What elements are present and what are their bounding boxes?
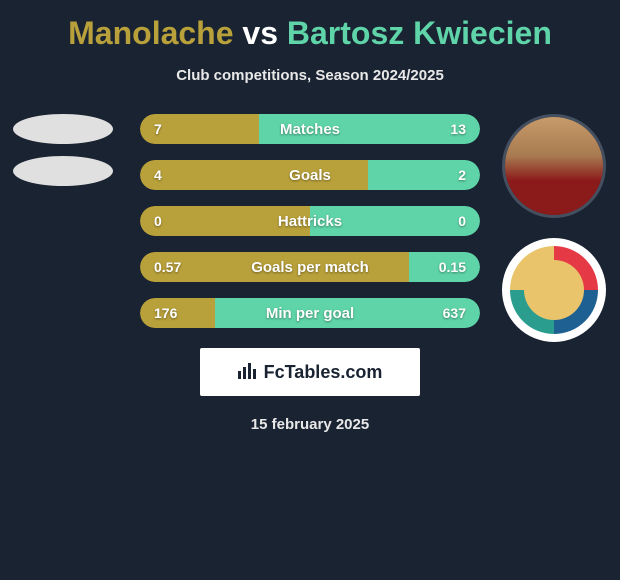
player1-placeholder-ellipse bbox=[13, 114, 113, 144]
team-logo-icon bbox=[510, 246, 598, 334]
player2-name: Bartosz Kwiecien bbox=[287, 15, 552, 51]
stat-row: 176637Min per goal bbox=[140, 298, 480, 328]
player2-team-logo bbox=[502, 238, 606, 342]
page-title: Manolache vs Bartosz Kwiecien bbox=[0, 15, 620, 52]
stat-row: 42Goals bbox=[140, 160, 480, 190]
bar-chart-icon bbox=[238, 361, 258, 384]
stat-label: Hattricks bbox=[140, 213, 480, 230]
lion-icon bbox=[524, 260, 584, 320]
player1-team-placeholder-ellipse bbox=[13, 156, 113, 186]
stat-label: Min per goal bbox=[140, 305, 480, 322]
stat-label: Matches bbox=[140, 121, 480, 138]
stats-rows: 713Matches 42Goals 00Hattricks 0.570.15Goal… bbox=[140, 114, 480, 328]
comparison-card: Manolache vs Bartosz Kwiecien Club compe… bbox=[0, 0, 620, 443]
subtitle: Club competitions, Season 2024/2025 bbox=[0, 67, 620, 84]
stat-row: 0.570.15Goals per match bbox=[140, 252, 480, 282]
brand-box[interactable]: FcTables.com bbox=[200, 348, 420, 396]
title-connector: vs bbox=[234, 15, 287, 51]
stat-label: Goals bbox=[140, 167, 480, 184]
date-text: 15 february 2025 bbox=[0, 416, 620, 433]
stat-row: 713Matches bbox=[140, 114, 480, 144]
brand-label: FcTables.com bbox=[264, 362, 383, 383]
player2-avatar bbox=[502, 114, 606, 218]
stat-row: 00Hattricks bbox=[140, 206, 480, 236]
stats-area: 713Matches 42Goals 00Hattricks 0.570.15Goal… bbox=[0, 114, 620, 328]
player2-avatar-group bbox=[502, 114, 612, 342]
stat-label: Goals per match bbox=[140, 259, 480, 276]
player1-name: Manolache bbox=[68, 15, 233, 51]
player1-avatar-group bbox=[8, 114, 118, 198]
player2-avatar-image bbox=[505, 117, 603, 215]
